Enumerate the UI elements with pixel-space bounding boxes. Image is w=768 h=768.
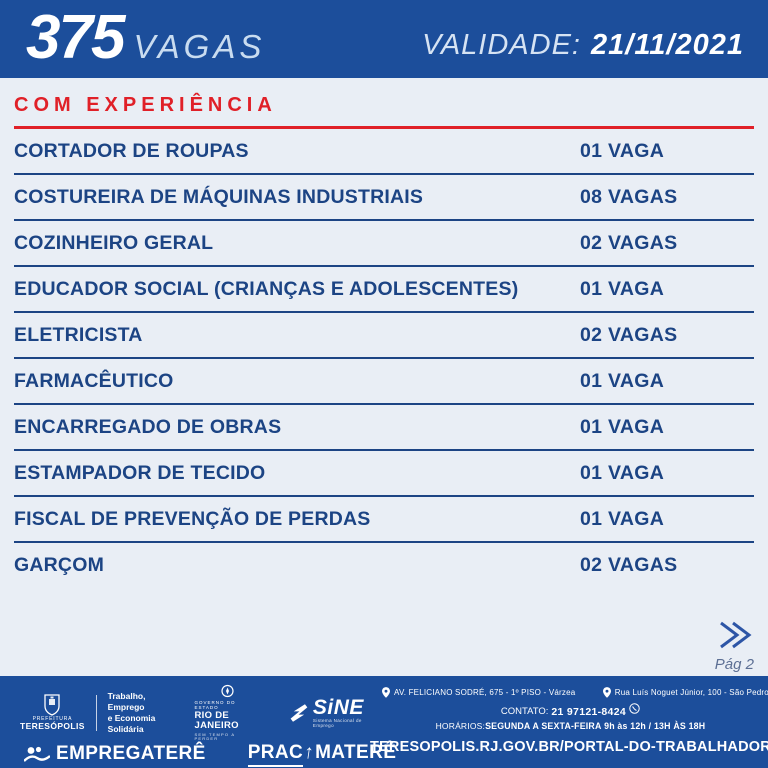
governo-rj-logo: GOVERNO DO ESTADO RIO DE JANEIRO SEM TEM… — [195, 684, 261, 742]
job-vacancies: 02 VAGAS — [580, 231, 678, 254]
table-row: ELETRICISTA 02 VAGAS — [14, 313, 754, 359]
job-vacancies: 01 VAGA — [580, 139, 665, 162]
address-2: Rua Luís Noguet Júnior, 100 - São Pedro — [602, 687, 768, 698]
prefeitura-name: TERESÓPOLIS — [20, 721, 85, 732]
prefeitura-small-label: PREFEITURA — [32, 715, 73, 722]
job-vacancies: 02 VAGAS — [580, 553, 678, 576]
table-row: CORTADOR DE ROUPAS 01 VAGA — [14, 129, 754, 175]
pracimatere-right: MATERÊ — [315, 741, 397, 763]
page-label: Pág 2 — [714, 656, 754, 673]
job-title: EDUCADOR SOCIAL (CRIANÇAS E ADOLESCENTES… — [14, 277, 519, 300]
job-title: CORTADOR DE ROUPAS — [14, 139, 249, 162]
up-arrow-icon: ↑ — [302, 741, 316, 763]
hours-days: SEGUNDA A SEXTA-FEIRA — [485, 721, 602, 731]
job-vacancies: 01 VAGA — [580, 369, 665, 392]
governo-small-label: GOVERNO DO ESTADO — [194, 700, 236, 710]
job-title: COSTUREIRA DE MÁQUINAS INDUSTRIAIS — [14, 185, 424, 208]
location-pin-icon — [382, 687, 390, 698]
logo-divider — [95, 694, 97, 731]
sine-s-icon — [290, 704, 308, 722]
phone-circle-icon — [629, 703, 640, 714]
table-row: FARMACÊUTICO 01 VAGA — [14, 359, 754, 405]
address-1-text: AV. FELICIANO SODRÉ, 675 - 1º PISO - Vár… — [394, 688, 576, 697]
footer-bar: PREFEITURA TERESÓPOLIS Trabalho, Emprego… — [0, 676, 768, 768]
header-bar: 375 VAGAS VALIDADE: 21/11/2021 — [0, 0, 768, 78]
address-1: AV. FELICIANO SODRÉ, 675 - 1º PISO - Vár… — [382, 687, 575, 698]
table-row: EDUCADOR SOCIAL (CRIANÇAS E ADOLESCENTES… — [14, 267, 754, 313]
teresopolis-crest-icon — [44, 694, 61, 716]
sine-logo: SiNE Sistema Nacional de Emprego — [289, 697, 370, 728]
table-row: FISCAL DE PREVENÇÃO DE PERDAS 01 VAGA — [14, 497, 754, 543]
vacancy-count: 375 — [26, 3, 125, 72]
institutional-logos-row: PREFEITURA TERESÓPOLIS Trabalho, Emprego… — [20, 684, 370, 742]
job-title: COZINHEIRO GERAL — [14, 231, 214, 254]
vacancy-count-label: VAGAS — [133, 28, 266, 65]
contact-label: CONTATO: — [500, 706, 549, 717]
job-vacancies: 01 VAGA — [580, 277, 665, 300]
hours-label: HORÁRIOS: — [435, 721, 486, 731]
job-title: ESTAMPADOR DE TECIDO — [14, 461, 266, 484]
empregatere-logo: EMPREGATERÊ — [24, 743, 206, 765]
table-row: ENCARREGADO DE OBRAS 01 VAGA — [14, 405, 754, 451]
program-logos-row: EMPREGATERÊ PRAC ↑ MATERÊ — [20, 742, 396, 767]
section-title-rule — [14, 126, 754, 129]
table-row: COSTUREIRA DE MÁQUINAS INDUSTRIAIS 08 VA… — [14, 175, 754, 221]
validity-date: 21/11/2021 — [591, 29, 744, 61]
empregatere-label: EMPREGATERÊ — [56, 743, 206, 765]
job-vacancies: 01 VAGA — [580, 461, 665, 484]
table-row: GARÇOM 02 VAGAS — [14, 543, 754, 587]
job-title: GARÇOM — [14, 553, 105, 576]
job-title: FARMACÊUTICO — [14, 369, 174, 392]
governo-slogan: SEM TEMPO A PERDER — [194, 731, 235, 742]
hours-time: 9h às 12h / 13H ÀS 18H — [604, 721, 706, 731]
double-chevron-right-icon[interactable] — [712, 614, 754, 656]
footer-contact-info: AV. FELICIANO SODRÉ, 675 - 1º PISO - Vár… — [370, 684, 768, 761]
table-row: ESTAMPADOR DE TECIDO 01 VAGA — [14, 451, 754, 497]
rio-de-janeiro-crest-icon — [221, 684, 234, 698]
table-row: COZINHEIRO GERAL 02 VAGAS — [14, 221, 754, 267]
contact-row: CONTATO: 21 97121-8424 — [500, 703, 640, 718]
jobs-list: CORTADOR DE ROUPAS 01 VAGA COSTUREIRA DE… — [14, 129, 754, 587]
pracimatere-left: PRAC — [247, 742, 304, 767]
validity-group: VALIDADE: 21/11/2021 — [422, 29, 744, 66]
job-title: FISCAL DE PREVENÇÃO DE PERDAS — [14, 507, 371, 530]
job-title: ENCARREGADO DE OBRAS — [14, 415, 282, 438]
contact-number[interactable]: 21 97121-8424 — [551, 706, 626, 718]
job-list-section: COM EXPERIÊNCIA CORTADOR DE ROUPAS 01 VA… — [0, 94, 768, 587]
job-vacancies: 08 VAGAS — [580, 185, 678, 208]
address-2-text: Rua Luís Noguet Júnior, 100 - São Pedro — [614, 688, 768, 697]
section-title: COM EXPERIÊNCIA — [14, 94, 277, 116]
footer-logos: PREFEITURA TERESÓPOLIS Trabalho, Emprego… — [20, 684, 396, 767]
governo-name: RIO DE JANEIRO — [194, 709, 239, 732]
location-pin-icon — [602, 687, 611, 698]
department-label: Trabalho, Emprego e Economia Solidária — [107, 690, 156, 734]
pagination: Pág 2 — [712, 614, 754, 673]
address-row: AV. FELICIANO SODRÉ, 675 - 1º PISO - Vár… — [370, 684, 768, 698]
pracimatere-logo: PRAC ↑ MATERÊ — [247, 741, 397, 767]
job-vacancies: 02 VAGAS — [580, 323, 678, 346]
empregatere-icon — [24, 746, 50, 762]
validity-label: VALIDADE: — [422, 29, 581, 61]
job-title: ELETRICISTA — [14, 323, 143, 346]
job-vacancies: 01 VAGA — [580, 415, 665, 438]
vacancy-count-group: 375 VAGAS — [26, 3, 266, 72]
sine-name: SiNE — [312, 696, 364, 720]
website-link[interactable]: TERESOPOLIS.RJ.GOV.BR/PORTAL-DO-TRABALHA… — [370, 739, 768, 755]
sine-text: SiNE Sistema Nacional de Emprego — [313, 697, 370, 728]
job-vacancies: 01 VAGA — [580, 507, 665, 530]
sine-subtitle: Sistema Nacional de Emprego — [312, 718, 362, 728]
prefeitura-logo: PREFEITURA TERESÓPOLIS — [20, 694, 85, 732]
hours-row: HORÁRIOS:SEGUNDA A SEXTA-FEIRA 9h às 12h… — [436, 721, 706, 731]
